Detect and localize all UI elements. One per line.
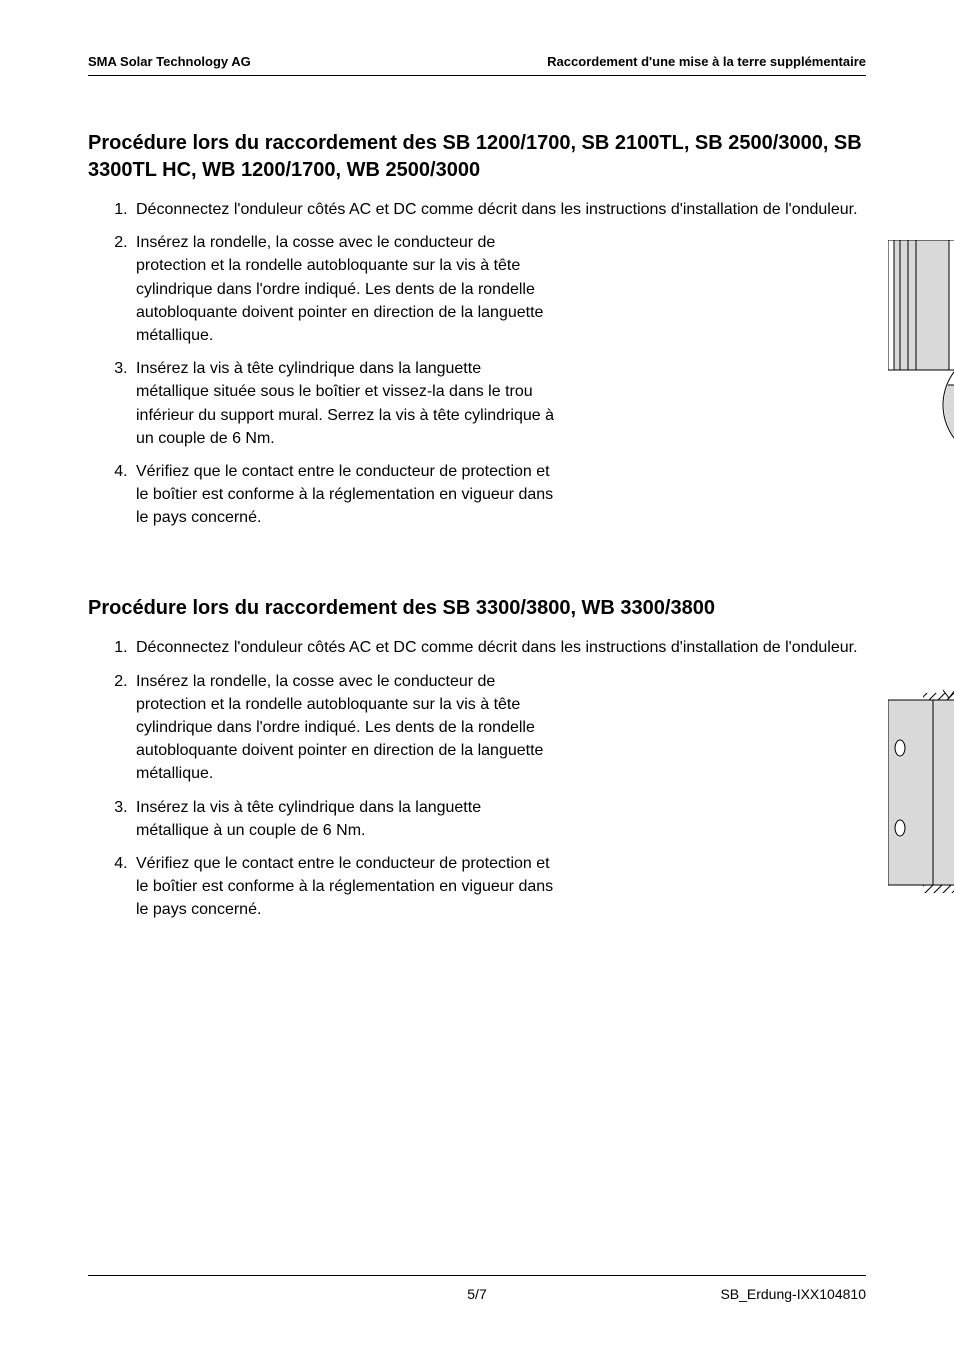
footer-page: 5/7 — [88, 1286, 866, 1302]
figure1-svg — [888, 240, 954, 470]
section2-figure — [888, 678, 954, 908]
list-item: Insérez la rondelle, la cosse avec le co… — [132, 670, 556, 786]
section1-figure — [888, 240, 954, 470]
section1-row: Déconnectez l'onduleur côtés AC et DC co… — [88, 198, 866, 539]
list-item: Vérifiez que le contact entre le conduct… — [132, 852, 556, 922]
list-item: Vérifiez que le contact entre le conduct… — [132, 460, 556, 530]
page-header: SMA Solar Technology AG Raccordement d'u… — [88, 54, 866, 76]
page: SMA Solar Technology AG Raccordement d'u… — [0, 0, 954, 1352]
section1-text: Déconnectez l'onduleur côtés AC et DC co… — [88, 198, 876, 539]
figure2-svg — [888, 678, 954, 908]
section1-steps: Déconnectez l'onduleur côtés AC et DC co… — [88, 198, 876, 529]
section2-steps: Déconnectez l'onduleur côtés AC et DC co… — [88, 636, 876, 921]
list-item: Insérez la vis à tête cylindrique dans l… — [132, 357, 556, 450]
header-right: Raccordement d'une mise à la terre suppl… — [547, 54, 866, 69]
list-item: Déconnectez l'onduleur côtés AC et DC co… — [132, 198, 876, 221]
section1-title: Procédure lors du raccordement des SB 12… — [88, 130, 866, 184]
section2-title: Procédure lors du raccordement des SB 33… — [88, 595, 866, 622]
section2-text: Déconnectez l'onduleur côtés AC et DC co… — [88, 636, 876, 931]
list-item: Insérez la rondelle, la cosse avec le co… — [132, 231, 556, 347]
section2-row: Déconnectez l'onduleur côtés AC et DC co… — [88, 636, 866, 931]
header-left: SMA Solar Technology AG — [88, 54, 251, 69]
page-footer: 5/7 SB_Erdung-IXX104810 — [88, 1275, 866, 1302]
list-item: Déconnectez l'onduleur côtés AC et DC co… — [132, 636, 876, 659]
list-item: Insérez la vis à tête cylindrique dans l… — [132, 796, 556, 842]
